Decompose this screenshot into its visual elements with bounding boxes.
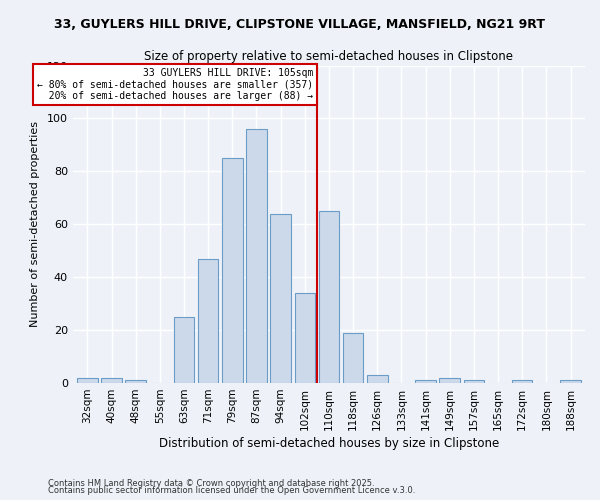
Bar <box>198 258 218 383</box>
Bar <box>319 211 339 383</box>
Bar <box>174 317 194 383</box>
Bar <box>271 214 291 383</box>
Bar <box>343 333 364 383</box>
Text: Contains HM Land Registry data © Crown copyright and database right 2025.: Contains HM Land Registry data © Crown c… <box>48 478 374 488</box>
Bar <box>512 380 532 383</box>
Bar <box>560 380 581 383</box>
Bar <box>246 129 267 383</box>
Bar <box>367 375 388 383</box>
Bar <box>77 378 98 383</box>
Text: 33 GUYLERS HILL DRIVE: 105sqm
← 80% of semi-detached houses are smaller (357)
  : 33 GUYLERS HILL DRIVE: 105sqm ← 80% of s… <box>37 68 313 102</box>
Text: Contains public sector information licensed under the Open Government Licence v.: Contains public sector information licen… <box>48 486 415 495</box>
Text: 33, GUYLERS HILL DRIVE, CLIPSTONE VILLAGE, MANSFIELD, NG21 9RT: 33, GUYLERS HILL DRIVE, CLIPSTONE VILLAG… <box>55 18 545 30</box>
Bar <box>295 293 315 383</box>
Bar <box>125 380 146 383</box>
Bar <box>415 380 436 383</box>
Bar <box>439 378 460 383</box>
Bar <box>464 380 484 383</box>
Title: Size of property relative to semi-detached houses in Clipstone: Size of property relative to semi-detach… <box>145 50 514 63</box>
Y-axis label: Number of semi-detached properties: Number of semi-detached properties <box>30 122 40 328</box>
Bar <box>101 378 122 383</box>
Bar <box>222 158 242 383</box>
X-axis label: Distribution of semi-detached houses by size in Clipstone: Distribution of semi-detached houses by … <box>159 437 499 450</box>
